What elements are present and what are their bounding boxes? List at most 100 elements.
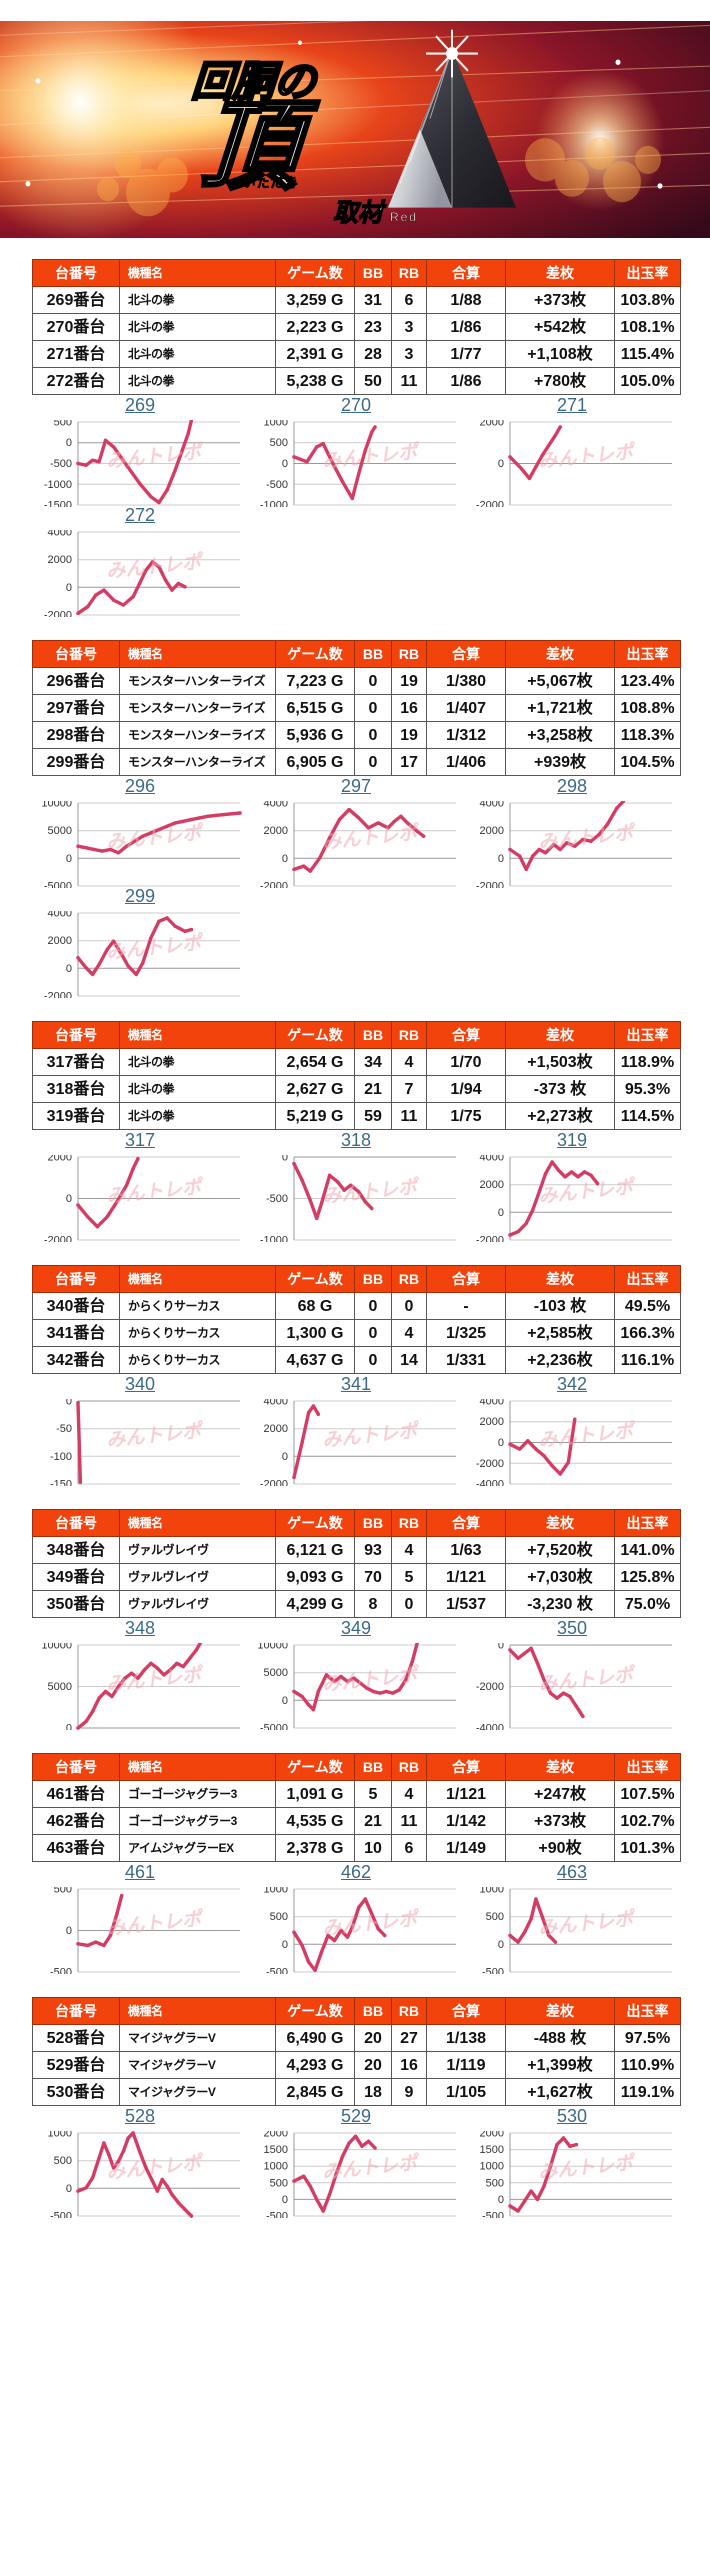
svg-text:-500: -500 [50, 2211, 72, 2219]
svg-text:みんトレポ: みんトレポ [537, 1176, 637, 1208]
svg-text:500: 500 [54, 420, 72, 429]
svg-text:みんトレポ: みんトレポ [105, 1908, 205, 1940]
svg-text:4000: 4000 [48, 530, 72, 539]
svg-text:みんトレポ: みんトレポ [537, 441, 637, 473]
svg-text:みんトレポ: みんトレポ [537, 1420, 637, 1452]
svg-text:0: 0 [498, 1207, 504, 1219]
svg-text:5000: 5000 [264, 1667, 288, 1679]
svg-text:0: 0 [282, 1695, 288, 1707]
svg-text:-500: -500 [266, 2211, 288, 2219]
svg-text:0: 0 [498, 1437, 504, 1449]
svg-text:みんトレポ: みんトレポ [105, 551, 205, 583]
svg-text:みんトレポ: みんトレポ [105, 441, 205, 473]
svg-text:-5000: -5000 [260, 1723, 288, 1731]
svg-text:2000: 2000 [264, 825, 288, 837]
svg-text:-2000: -2000 [260, 881, 288, 889]
svg-text:1000: 1000 [48, 2131, 72, 2140]
svg-text:2000: 2000 [480, 420, 504, 429]
svg-text:-50: -50 [56, 1423, 72, 1435]
svg-text:5000: 5000 [48, 825, 72, 837]
svg-text:0: 0 [66, 963, 72, 975]
svg-text:500: 500 [270, 2177, 288, 2189]
svg-text:-2000: -2000 [476, 500, 504, 508]
svg-text:-500: -500 [482, 2211, 504, 2219]
svg-text:0: 0 [282, 1451, 288, 1463]
svg-text:-2000: -2000 [44, 1235, 72, 1243]
svg-text:10000: 10000 [41, 801, 72, 810]
svg-text:1000: 1000 [480, 2161, 504, 2173]
svg-text:-500: -500 [266, 1967, 288, 1975]
svg-text:1500: 1500 [264, 2144, 288, 2156]
svg-text:みんトレポ: みんトレポ [537, 1664, 637, 1696]
svg-text:-2000: -2000 [44, 991, 72, 999]
svg-text:0: 0 [66, 1723, 72, 1731]
svg-text:500: 500 [54, 2155, 72, 2167]
svg-text:4000: 4000 [480, 1155, 504, 1164]
svg-text:0: 0 [282, 2194, 288, 2206]
svg-text:0: 0 [66, 1399, 72, 1408]
svg-text:4000: 4000 [264, 1399, 288, 1408]
svg-text:-500: -500 [50, 458, 72, 470]
svg-text:-1000: -1000 [44, 479, 72, 491]
svg-text:0: 0 [66, 1925, 72, 1937]
svg-text:-1000: -1000 [260, 500, 288, 508]
svg-text:10000: 10000 [41, 1643, 72, 1652]
svg-text:0: 0 [498, 1939, 504, 1951]
svg-text:1000: 1000 [480, 1887, 504, 1896]
svg-text:-2000: -2000 [476, 1458, 504, 1470]
svg-text:2000: 2000 [264, 1423, 288, 1435]
svg-text:-2000: -2000 [260, 1479, 288, 1487]
svg-text:500: 500 [270, 1911, 288, 1923]
svg-text:2000: 2000 [480, 1416, 504, 1428]
svg-text:2000: 2000 [48, 554, 72, 566]
svg-text:みんトレポ: みんトレポ [105, 822, 205, 854]
svg-text:-4000: -4000 [476, 1479, 504, 1487]
svg-text:2000: 2000 [48, 935, 72, 947]
svg-text:2000: 2000 [480, 2131, 504, 2140]
svg-text:0: 0 [66, 582, 72, 594]
svg-text:0: 0 [498, 2194, 504, 2206]
svg-text:みんトレポ: みんトレポ [105, 1420, 205, 1452]
svg-text:0: 0 [498, 1643, 504, 1652]
svg-text:0: 0 [282, 853, 288, 865]
svg-text:4000: 4000 [480, 801, 504, 810]
svg-text:-2000: -2000 [476, 1681, 504, 1693]
svg-text:10000: 10000 [257, 1643, 288, 1652]
svg-text:-500: -500 [482, 1967, 504, 1975]
svg-text:-2000: -2000 [476, 881, 504, 889]
svg-text:2000: 2000 [48, 1155, 72, 1164]
svg-text:500: 500 [54, 1887, 72, 1896]
svg-text:-500: -500 [50, 1967, 72, 1975]
svg-text:4000: 4000 [48, 911, 72, 920]
svg-text:500: 500 [486, 1911, 504, 1923]
svg-text:-100: -100 [50, 1451, 72, 1463]
svg-text:0: 0 [282, 1939, 288, 1951]
svg-text:-500: -500 [266, 1193, 288, 1205]
svg-text:-150: -150 [50, 1479, 72, 1487]
svg-text:みんトレポ: みんトレポ [321, 2152, 421, 2184]
svg-text:-500: -500 [266, 479, 288, 491]
svg-text:1000: 1000 [264, 420, 288, 429]
svg-text:みんトレポ: みんトレポ [537, 1908, 637, 1940]
svg-text:-1000: -1000 [260, 1235, 288, 1243]
svg-text:みんトレポ: みんトレポ [105, 932, 205, 964]
svg-text:2000: 2000 [480, 1179, 504, 1191]
svg-text:みんトレポ: みんトレポ [321, 1420, 421, 1452]
svg-text:0: 0 [498, 458, 504, 470]
svg-text:-2000: -2000 [476, 1235, 504, 1243]
svg-text:0: 0 [282, 1155, 288, 1164]
svg-text:-2000: -2000 [44, 610, 72, 618]
svg-text:1000: 1000 [264, 2161, 288, 2173]
svg-text:0: 0 [498, 853, 504, 865]
svg-text:500: 500 [270, 437, 288, 449]
svg-text:4000: 4000 [264, 801, 288, 810]
svg-text:みんトレポ: みんトレポ [105, 1176, 205, 1208]
svg-text:1000: 1000 [264, 1887, 288, 1896]
svg-text:4000: 4000 [480, 1399, 504, 1408]
svg-text:0: 0 [66, 437, 72, 449]
svg-text:0: 0 [66, 2183, 72, 2195]
svg-text:2000: 2000 [480, 825, 504, 837]
svg-text:0: 0 [66, 853, 72, 865]
svg-text:0: 0 [282, 458, 288, 470]
svg-text:0: 0 [66, 1193, 72, 1205]
